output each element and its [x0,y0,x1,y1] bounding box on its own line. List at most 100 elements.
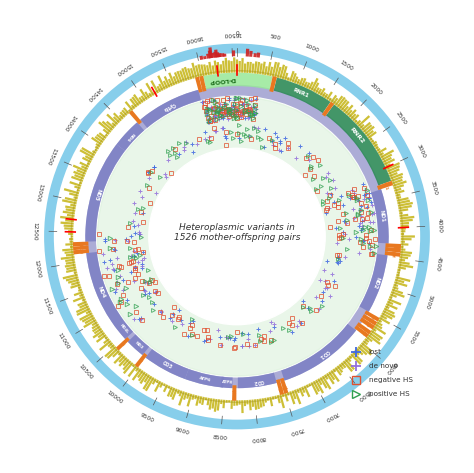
Wedge shape [380,315,387,320]
Wedge shape [364,126,375,135]
Wedge shape [241,58,244,73]
Wedge shape [76,307,91,316]
Text: RNR1: RNR1 [292,87,310,99]
Wedge shape [379,317,390,324]
Text: TN: TN [365,320,371,327]
Text: 9000: 9000 [175,427,191,436]
Wedge shape [398,205,412,210]
Text: ND3: ND3 [134,341,144,350]
Text: TG: TG [137,358,144,364]
Wedge shape [118,357,128,367]
Wedge shape [91,324,99,329]
Text: 8000: 8000 [251,435,266,441]
Wedge shape [82,315,94,323]
Wedge shape [381,312,393,320]
Wedge shape [303,385,310,397]
Wedge shape [299,78,304,86]
Wedge shape [183,392,187,400]
Wedge shape [214,399,218,412]
Wedge shape [179,70,185,82]
Wedge shape [70,204,76,207]
Wedge shape [292,73,297,83]
Wedge shape [236,60,238,73]
Wedge shape [372,141,377,145]
Wedge shape [383,157,392,163]
Wedge shape [400,216,414,219]
Wedge shape [357,346,367,355]
Wedge shape [112,350,120,358]
Wedge shape [398,263,413,268]
Wedge shape [119,112,126,118]
Wedge shape [79,303,88,308]
Wedge shape [341,101,349,111]
Wedge shape [141,95,146,102]
Wedge shape [143,376,152,390]
Text: RNR2: RNR2 [349,126,365,145]
Text: lost: lost [369,349,382,355]
Wedge shape [167,385,171,389]
Wedge shape [218,54,221,57]
Wedge shape [228,60,230,73]
Wedge shape [61,256,74,260]
Wedge shape [86,252,123,326]
Wedge shape [64,251,74,254]
Wedge shape [284,393,289,402]
Wedge shape [218,53,221,57]
Wedge shape [330,370,340,382]
Wedge shape [98,332,105,338]
Wedge shape [150,80,159,94]
Wedge shape [233,57,236,73]
Text: TP: TP [200,81,206,86]
Wedge shape [71,176,83,182]
Wedge shape [129,98,137,108]
Text: 12000: 12000 [33,260,41,279]
Wedge shape [357,115,370,127]
Wedge shape [276,379,284,395]
Wedge shape [319,377,328,389]
Wedge shape [96,334,107,343]
Wedge shape [92,325,100,332]
Wedge shape [92,150,97,154]
Text: TM: TM [391,250,395,257]
Wedge shape [113,353,124,364]
Wedge shape [187,68,192,79]
Wedge shape [400,222,409,225]
Wedge shape [71,236,73,237]
Wedge shape [222,61,225,73]
Wedge shape [346,110,353,116]
Wedge shape [374,143,378,148]
Wedge shape [246,62,249,73]
Wedge shape [116,337,130,350]
Wedge shape [279,394,285,408]
Wedge shape [144,374,150,383]
Wedge shape [348,109,357,118]
Text: ATP6: ATP6 [199,376,211,383]
Wedge shape [313,381,320,392]
Wedge shape [213,52,217,58]
Wedge shape [123,362,133,374]
Wedge shape [168,72,175,86]
Wedge shape [313,82,319,92]
Wedge shape [273,78,330,113]
Text: positive HS: positive HS [369,391,410,397]
Wedge shape [360,317,375,330]
Wedge shape [244,63,246,73]
Wedge shape [397,271,400,274]
Wedge shape [256,62,260,74]
Wedge shape [95,146,99,149]
Wedge shape [289,391,295,404]
Wedge shape [76,189,80,192]
Wedge shape [73,291,83,296]
Text: TS2: TS2 [78,244,82,252]
Wedge shape [156,86,161,92]
Text: 9500: 9500 [139,412,155,423]
Text: TR: TR [119,341,126,347]
Text: D-LOOP: D-LOOP [209,77,236,84]
Wedge shape [190,68,195,79]
Wedge shape [102,121,113,131]
Wedge shape [350,114,356,120]
Wedge shape [79,312,93,321]
Wedge shape [287,392,290,396]
Wedge shape [84,317,95,324]
Wedge shape [384,251,401,257]
